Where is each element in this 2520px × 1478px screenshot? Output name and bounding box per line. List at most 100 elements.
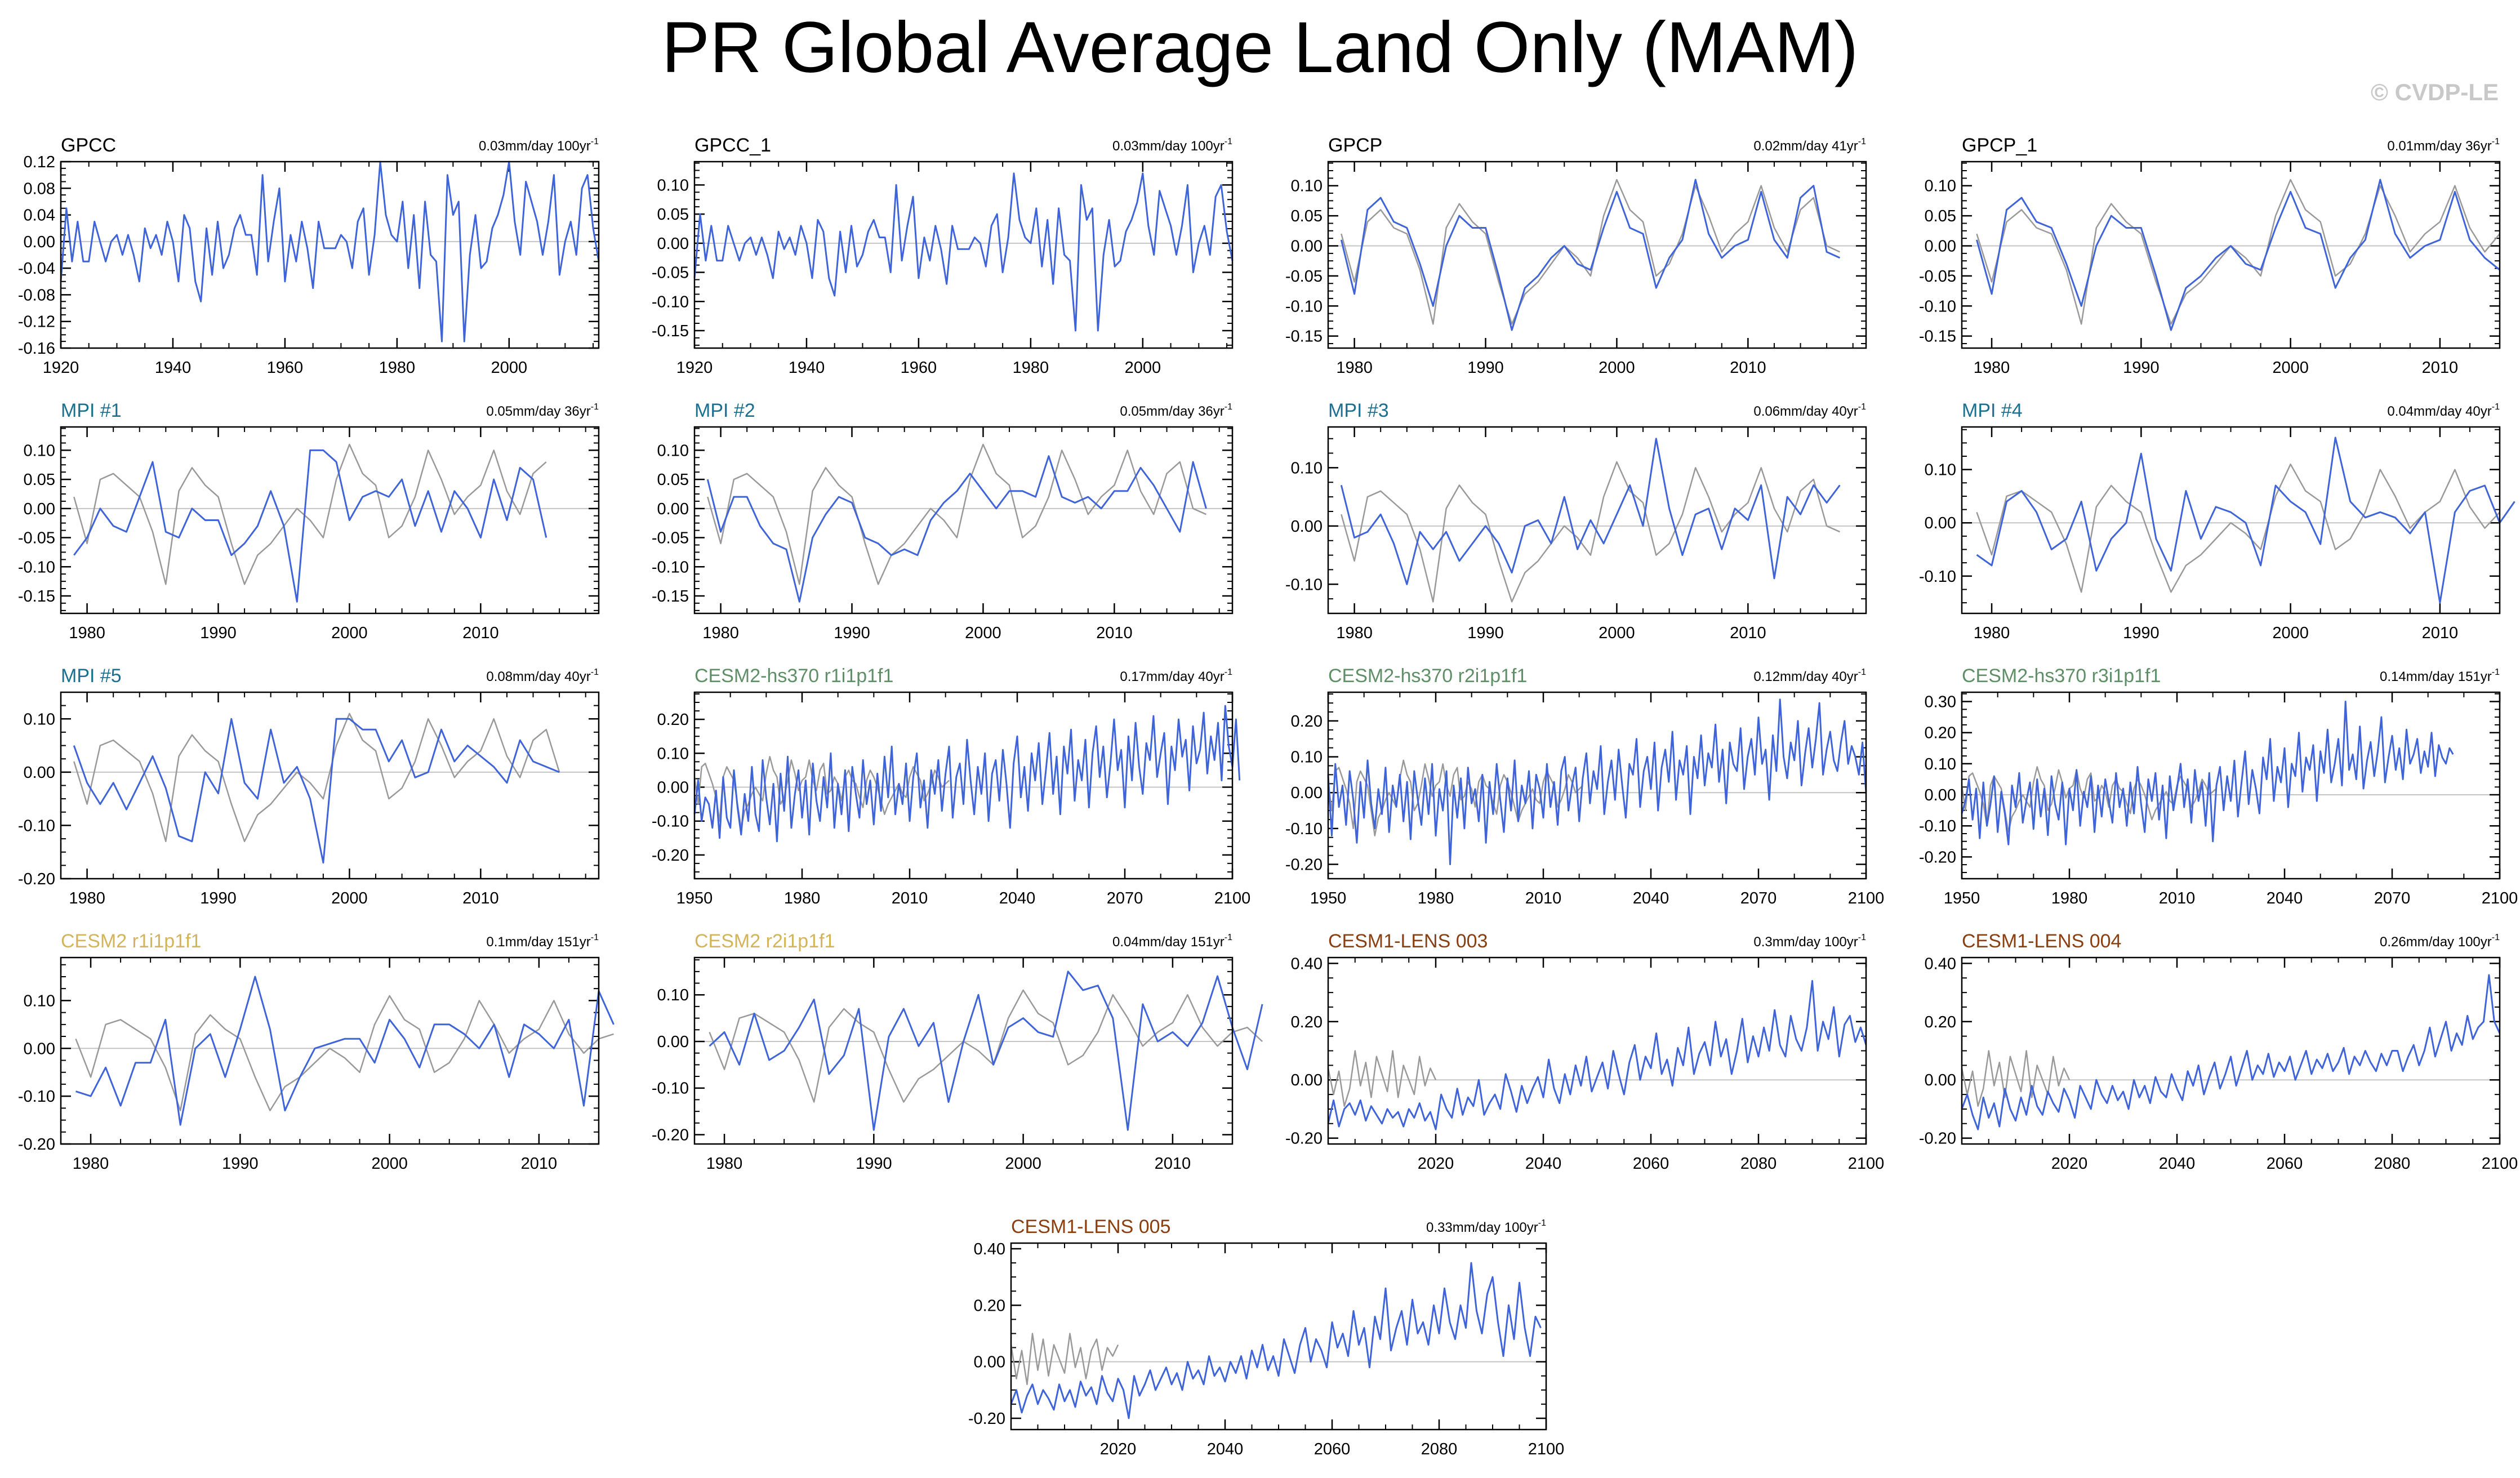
panel-14: 0.10 0.00 -0.10 -0.20 1980 1990 2000 2010 CESM2 … bbox=[652, 931, 1263, 1173]
x-tick-label: 2080 bbox=[2374, 1155, 2411, 1173]
trend-label: 0.3mm/day 100yr-1 bbox=[1753, 933, 1866, 950]
series-line-primary bbox=[73, 718, 560, 864]
series-line-reference bbox=[1010, 1333, 1119, 1386]
series-line-reference bbox=[73, 443, 547, 585]
y-tick-label: 0.05 bbox=[1291, 207, 1323, 225]
x-tick-label: 1920 bbox=[676, 359, 713, 377]
y-tick-label: -0.10 bbox=[18, 1088, 55, 1106]
y-tick-label: -0.10 bbox=[18, 817, 55, 835]
major-ticks bbox=[61, 958, 599, 1145]
trend-label: 0.14mm/day 151yr-1 bbox=[2380, 667, 2500, 684]
x-tick-label: 2100 bbox=[2482, 1155, 2518, 1173]
x-tick-label: 1980 bbox=[69, 889, 105, 907]
y-tick-label: -0.05 bbox=[652, 529, 689, 547]
x-tick-label: 1950 bbox=[1944, 889, 1980, 907]
panel-title: GPCC bbox=[61, 135, 116, 156]
minor-ticks bbox=[694, 427, 1232, 613]
minor-ticks bbox=[694, 692, 1233, 879]
panel-4: 0.10 0.05 0.00 -0.05 -0.10 -0.15 1980 1990 2000 2… bbox=[1919, 135, 2501, 377]
major-ticks bbox=[694, 427, 1232, 613]
x-tick-label: 2000 bbox=[2272, 624, 2309, 642]
panel-title: MPI #3 bbox=[1328, 400, 1389, 421]
y-tick-label: -0.10 bbox=[652, 1080, 689, 1098]
minor-ticks bbox=[60, 427, 599, 613]
x-tick-label: 2010 bbox=[521, 1155, 558, 1173]
y-tick-label: -0.05 bbox=[652, 264, 689, 282]
plot-frame bbox=[693, 691, 1234, 880]
x-tick-label: 2000 bbox=[1599, 624, 1635, 642]
x-tick-label: 1980 bbox=[1336, 359, 1373, 377]
y-tick-label: 0.00 bbox=[1925, 1071, 1956, 1089]
series-line-primary bbox=[693, 705, 1241, 843]
x-tick-label: 2040 bbox=[999, 889, 1036, 907]
y-tick-label: 0.10 bbox=[657, 986, 689, 1004]
x-tick-label: 2080 bbox=[1421, 1440, 1458, 1458]
x-tick-label: 1940 bbox=[155, 359, 192, 377]
minor-ticks bbox=[1961, 692, 2500, 879]
y-tick-label: -0.16 bbox=[18, 340, 55, 358]
x-tick-label: 2100 bbox=[1848, 1155, 1885, 1173]
x-tick-label: 2020 bbox=[2051, 1155, 2088, 1173]
y-tick-label: -0.10 bbox=[1919, 568, 1956, 586]
x-tick-label: 2000 bbox=[1599, 359, 1635, 377]
panel-title: CESM1-LENS 004 bbox=[1962, 931, 2121, 952]
x-tick-label: 1980 bbox=[69, 624, 105, 642]
trend-label: 0.01mm/day 36yr-1 bbox=[2387, 137, 2500, 154]
y-tick-label: -0.20 bbox=[1285, 1130, 1323, 1148]
series-line-primary bbox=[709, 971, 1263, 1131]
y-tick-label: 0.05 bbox=[1925, 207, 1956, 225]
x-tick-label: 1950 bbox=[676, 889, 713, 907]
y-tick-label: 0.00 bbox=[1291, 1071, 1323, 1089]
series-line-primary bbox=[706, 455, 1207, 603]
x-tick-label: 2000 bbox=[965, 624, 1001, 642]
x-tick-label: 2000 bbox=[2272, 359, 2309, 377]
panel-15: 0.40 0.20 0.00 -0.20 2020 2040 2060 2080 2100 CES… bbox=[1285, 931, 1884, 1173]
series-line-primary bbox=[1340, 179, 1841, 331]
y-tick-label: -0.10 bbox=[1919, 817, 1956, 835]
x-tick-label: 1960 bbox=[901, 359, 937, 377]
plot-frame bbox=[1961, 161, 2501, 349]
x-tick-label: 1980 bbox=[1974, 624, 2010, 642]
panel-3: 0.10 0.05 0.00 -0.05 -0.10 -0.15 1980 1990 2000 2… bbox=[1285, 135, 1867, 377]
x-tick-label: 2010 bbox=[462, 624, 499, 642]
x-tick-label: 2040 bbox=[1633, 889, 1669, 907]
panel-7: 0.10 0.00 -0.10 1980 1990 2000 2010 MPI #3 0.06m… bbox=[1285, 400, 1867, 642]
y-tick-label: 0.00 bbox=[1925, 514, 1956, 532]
major-ticks bbox=[1328, 427, 1866, 613]
major-ticks bbox=[1961, 692, 2501, 879]
y-tick-label: 0.04 bbox=[24, 207, 55, 225]
x-tick-label: 2010 bbox=[1155, 1155, 1191, 1173]
plot-frame bbox=[60, 691, 600, 880]
y-tick-label: 0.00 bbox=[657, 779, 689, 797]
trend-label: 0.04mm/day 40yr-1 bbox=[2387, 402, 2500, 419]
panel-11: 0.20 0.10 0.00 -0.10 -0.20 1950 1980 2010 2040 20… bbox=[1285, 665, 1884, 907]
y-tick-label: -0.10 bbox=[652, 813, 689, 831]
major-ticks bbox=[61, 427, 599, 613]
x-tick-label: 2020 bbox=[1100, 1440, 1137, 1458]
x-tick-label: 2100 bbox=[1848, 889, 1885, 907]
y-tick-label: 0.08 bbox=[24, 180, 55, 198]
major-ticks bbox=[1011, 1243, 1547, 1430]
x-tick-label: 1980 bbox=[73, 1155, 109, 1173]
y-tick-label: 0.20 bbox=[1291, 713, 1323, 731]
x-tick-label: 2010 bbox=[1730, 359, 1766, 377]
x-tick-label: 2060 bbox=[2267, 1155, 2303, 1173]
x-tick-label: 1980 bbox=[1974, 359, 2010, 377]
x-tick-label: 2010 bbox=[1096, 624, 1133, 642]
y-tick-label: -0.10 bbox=[1285, 297, 1323, 315]
y-tick-label: -0.20 bbox=[18, 1136, 55, 1154]
trend-label: 0.33mm/day 100yr-1 bbox=[1426, 1218, 1546, 1235]
y-tick-label: -0.20 bbox=[652, 1126, 689, 1144]
series-line-primary bbox=[1010, 1262, 1542, 1419]
trend-label: 0.03mm/day 100yr-1 bbox=[479, 137, 599, 154]
major-ticks bbox=[1962, 162, 2500, 348]
x-tick-label: 2010 bbox=[1525, 889, 1562, 907]
credit-watermark: © CVDP-LE bbox=[2371, 79, 2499, 105]
y-tick-label: 0.05 bbox=[657, 471, 689, 489]
y-tick-label: 0.00 bbox=[24, 764, 55, 782]
minor-ticks bbox=[1010, 1243, 1547, 1430]
x-tick-label: 2070 bbox=[1740, 889, 1777, 907]
panel-2: 0.10 0.05 0.00 -0.05 -0.10 -0.15 1920 1940 1960 1… bbox=[652, 135, 1234, 377]
y-tick-label: -0.15 bbox=[18, 587, 55, 606]
x-tick-label: 2070 bbox=[2374, 889, 2411, 907]
